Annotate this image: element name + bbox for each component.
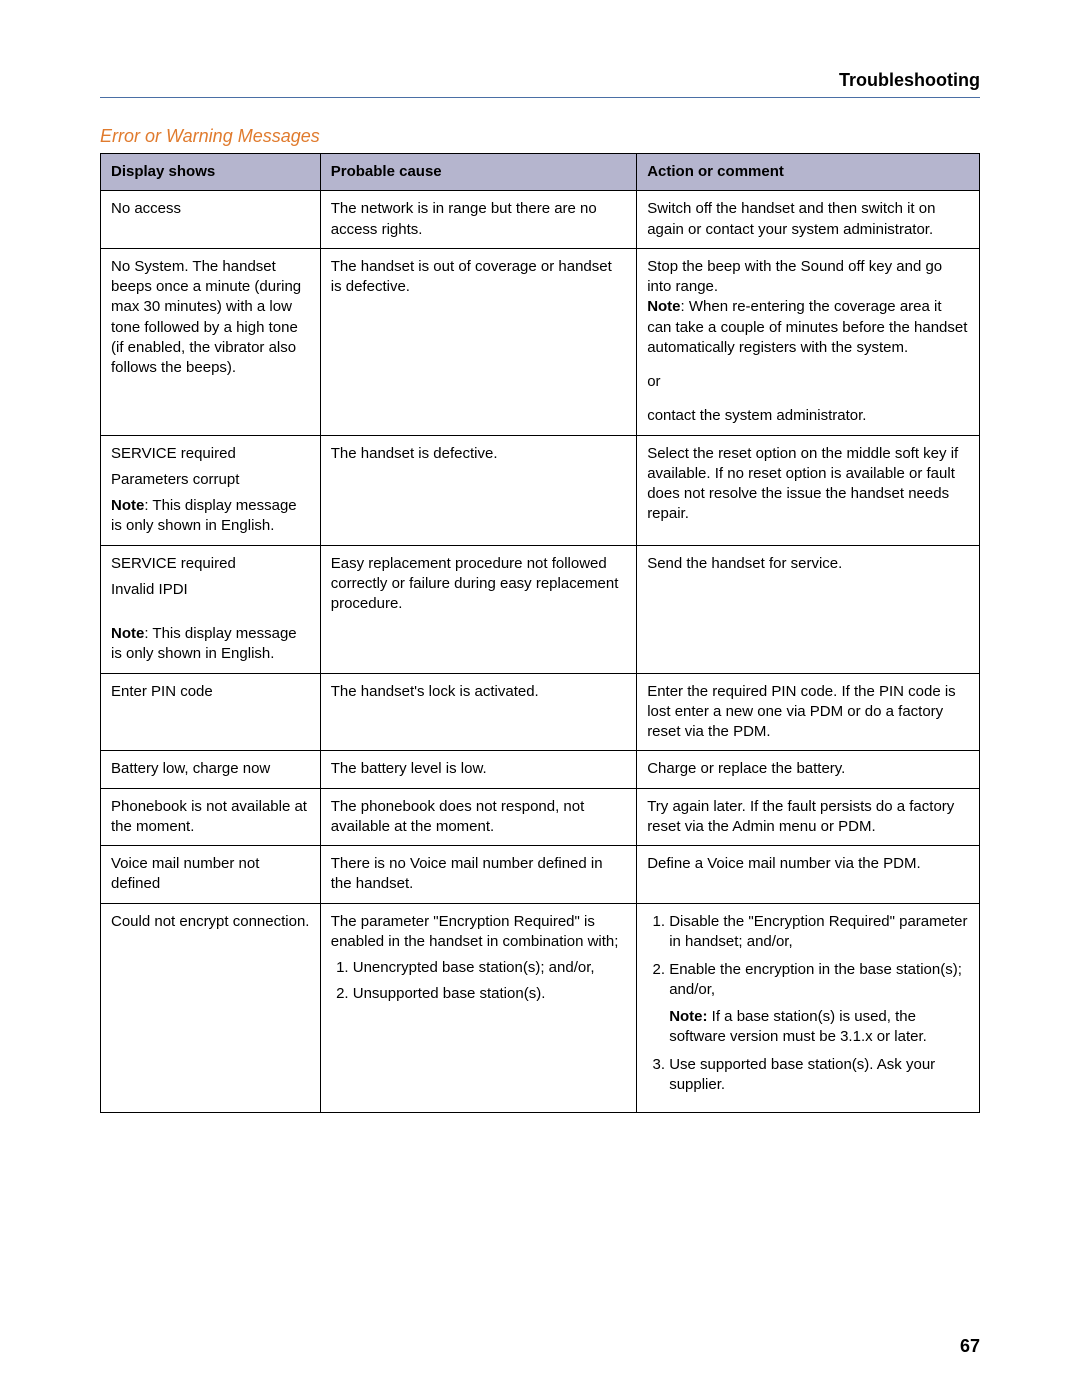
error-table: Display shows Probable cause Action or c… [100, 153, 980, 1113]
cell-action: Switch off the handset and then switch i… [637, 191, 980, 249]
cell-action: Select the reset option on the middle so… [637, 435, 980, 545]
table-row: Could not encrypt connection. The parame… [101, 903, 980, 1112]
page-number: 67 [960, 1336, 980, 1357]
cell-display: No access [101, 191, 321, 249]
cell-cause: The handset's lock is activated. [320, 673, 636, 751]
cause-item: Unsupported base station(s). [353, 984, 626, 1004]
table-row: No System. The handset beeps once a minu… [101, 248, 980, 435]
note-label: Note [647, 298, 680, 315]
cell-action: Enter the required PIN code. If the PIN … [637, 673, 980, 751]
table-row: SERVICE required Invalid IPDI Note: This… [101, 545, 980, 673]
cell-action: Try again later. If the fault persists d… [637, 788, 980, 846]
cell-display: Battery low, charge now [101, 751, 321, 788]
note-text: : When re-entering the coverage area it … [647, 298, 967, 356]
action-list-cont: Use supported base station(s). Ask your … [647, 1055, 969, 1096]
col-header-action: Action or comment [637, 154, 980, 191]
cell-display: Enter PIN code [101, 673, 321, 751]
cause-pre: The parameter "Encryption Required" is e… [331, 913, 619, 950]
page-header-title: Troubleshooting [839, 70, 980, 90]
table-row: Battery low, charge now The battery leve… [101, 751, 980, 788]
cell-cause: There is no Voice mail number defined in… [320, 846, 636, 904]
cell-display: Phonebook is not available at the moment… [101, 788, 321, 846]
cell-cause: The network is in range but there are no… [320, 191, 636, 249]
table-row: No access The network is in range but th… [101, 191, 980, 249]
cell-cause: Easy replacement procedure not followed … [320, 545, 636, 673]
action-post: contact the system administrator. [647, 407, 866, 424]
cell-cause: The handset is out of coverage or handse… [320, 248, 636, 435]
cell-display: Could not encrypt connection. [101, 903, 321, 1112]
cell-action: Stop the beep with the Sound off key and… [637, 248, 980, 435]
cell-display: Voice mail number not defined [101, 846, 321, 904]
cell-display: SERVICE required Parameters corrupt Note… [101, 435, 321, 545]
action-pre: Stop the beep with the Sound off key and… [647, 258, 942, 295]
note-text: If a base station(s) is used, the softwa… [669, 1008, 927, 1045]
table-header-row: Display shows Probable cause Action or c… [101, 154, 980, 191]
cell-action: Charge or replace the battery. [637, 751, 980, 788]
table-row: Enter PIN code The handset's lock is act… [101, 673, 980, 751]
page: Troubleshooting Error or Warning Message… [0, 0, 1080, 1397]
page-header: Troubleshooting [100, 70, 980, 98]
table-row: SERVICE required Parameters corrupt Note… [101, 435, 980, 545]
note-label: Note [111, 625, 144, 642]
action-item: Disable the "Encryption Required" parame… [669, 912, 969, 953]
cell-cause: The battery level is low. [320, 751, 636, 788]
section-title: Error or Warning Messages [100, 126, 980, 147]
action-item: Enable the encryption in the base statio… [669, 960, 969, 1001]
cell-display: SERVICE required Invalid IPDI Note: This… [101, 545, 321, 673]
cell-action: Send the handset for service. [637, 545, 980, 673]
action-or: or [647, 373, 660, 390]
display-line2: Parameters corrupt [111, 471, 239, 488]
action-sub-note: Note: If a base station(s) is used, the … [647, 1007, 969, 1048]
note-label: Note [111, 497, 144, 514]
cause-list: Unencrypted base station(s); and/or, Uns… [331, 958, 626, 1005]
cell-display: No System. The handset beeps once a minu… [101, 248, 321, 435]
col-header-cause: Probable cause [320, 154, 636, 191]
cell-cause: The phonebook does not respond, not avai… [320, 788, 636, 846]
table-row: Voice mail number not defined There is n… [101, 846, 980, 904]
cell-action: Define a Voice mail number via the PDM. [637, 846, 980, 904]
display-line2: Invalid IPDI [111, 581, 188, 598]
action-list: Disable the "Encryption Required" parame… [647, 912, 969, 1001]
note-label: Note: [669, 1008, 707, 1025]
cell-action: Disable the "Encryption Required" parame… [637, 903, 980, 1112]
action-item: Use supported base station(s). Ask your … [669, 1055, 969, 1096]
cause-item: Unencrypted base station(s); and/or, [353, 958, 626, 978]
col-header-display: Display shows [101, 154, 321, 191]
table-row: Phonebook is not available at the moment… [101, 788, 980, 846]
display-line1: SERVICE required [111, 445, 236, 462]
display-line1: SERVICE required [111, 555, 236, 572]
cell-cause: The handset is defective. [320, 435, 636, 545]
cell-cause: The parameter "Encryption Required" is e… [320, 903, 636, 1112]
